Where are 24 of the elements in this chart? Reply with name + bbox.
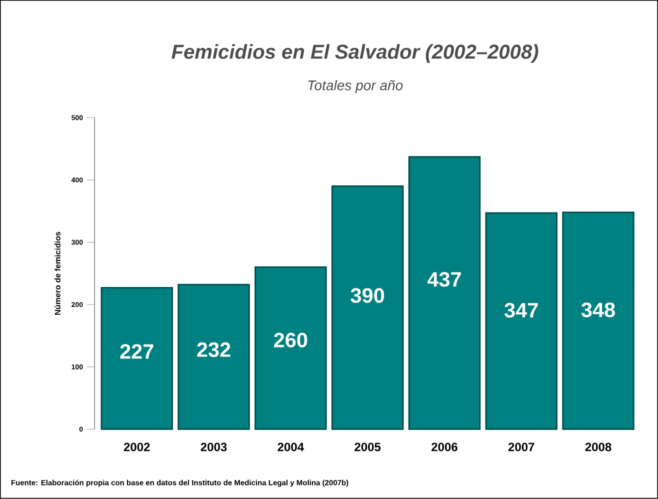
x-tick-label: 2005 bbox=[354, 442, 381, 452]
bar bbox=[485, 212, 558, 430]
data-label: 232 bbox=[197, 342, 230, 358]
x-tick-label: 2006 bbox=[432, 442, 458, 452]
y-axis-title: Número de femicidios bbox=[54, 232, 60, 315]
data-label: 437 bbox=[427, 272, 461, 287]
x-tick-label: 2007 bbox=[508, 442, 534, 452]
chart-subtitle: Totales por año bbox=[308, 80, 403, 94]
bar bbox=[562, 212, 634, 430]
data-label: 260 bbox=[274, 332, 308, 348]
bar bbox=[178, 284, 250, 430]
x-tick-label: 2002 bbox=[124, 442, 150, 452]
bar bbox=[331, 186, 404, 430]
data-label: 390 bbox=[350, 288, 384, 304]
x-tick-label: 2004 bbox=[278, 442, 304, 452]
bar bbox=[408, 156, 481, 430]
chart-title: Femicidios en El Salvador (2002–2008) bbox=[172, 44, 538, 63]
x-tick-label: 2003 bbox=[200, 442, 227, 452]
data-label: 348 bbox=[581, 302, 615, 318]
x-tick-label: 2008 bbox=[585, 442, 612, 452]
bar bbox=[100, 287, 173, 430]
bar bbox=[254, 266, 327, 430]
data-label: 347 bbox=[504, 303, 538, 318]
data-label: 227 bbox=[120, 344, 154, 359]
